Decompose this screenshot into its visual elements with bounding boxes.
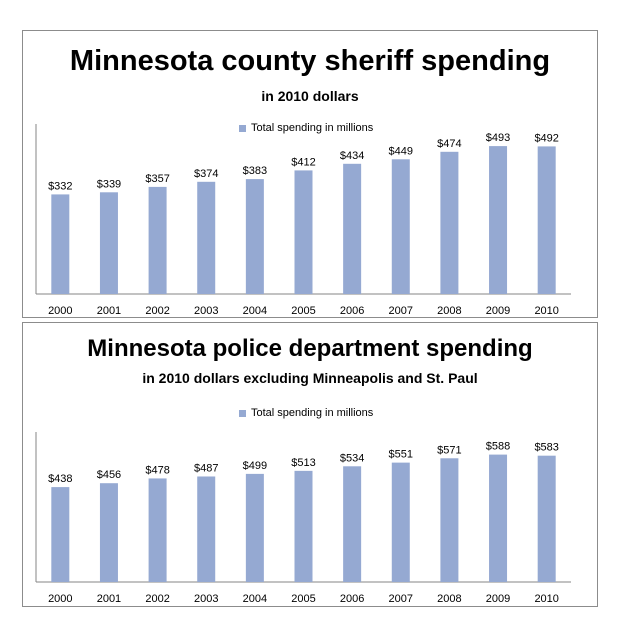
x-tick-2005: 2005 <box>291 593 315 605</box>
x-tick-2002: 2002 <box>145 305 169 317</box>
x-tick-2007: 2007 <box>389 305 413 317</box>
data-label-2008: $474 <box>437 138 461 150</box>
bar-2010 <box>537 146 556 294</box>
legend-swatch <box>239 124 246 132</box>
chart-title: Minnesota police department spending <box>87 335 533 362</box>
bar-2007 <box>391 462 410 582</box>
legend-label: Total spending in millions <box>251 407 374 419</box>
chart-subtitle: in 2010 dollars excluding Minneapolis an… <box>142 370 478 386</box>
x-tick-2006: 2006 <box>340 593 364 605</box>
chart-title: Minnesota county sheriff spending <box>69 45 551 77</box>
x-tick-2006: 2006 <box>340 305 364 317</box>
chart-subtitle: in 2010 dollars <box>261 88 359 104</box>
sheriff-chart-panel: Minnesota county sheriff spending in 201… <box>22 30 598 318</box>
bar-2003 <box>197 181 216 294</box>
police-bar-chart: $438 2000 $456 2001 $478 2002 $487 2003 $499 2004… <box>35 432 571 605</box>
bar-2008 <box>440 458 459 582</box>
data-label-2010: $492 <box>534 132 558 144</box>
data-label-2003: $487 <box>194 462 218 474</box>
data-label-2006: $434 <box>340 150 364 162</box>
data-label-2001: $456 <box>97 469 121 481</box>
bar-2006 <box>343 163 362 294</box>
bar-2002 <box>148 478 167 582</box>
data-label-2006: $534 <box>340 452 364 464</box>
bar-2005 <box>294 170 313 294</box>
sheriff-bar-chart: $332 2000 $339 2001 $357 2002 $374 2003 $383 2004… <box>35 124 571 317</box>
data-label-2004: $383 <box>243 165 267 177</box>
data-label-2008: $571 <box>437 444 461 456</box>
x-tick-2001: 2001 <box>97 593 121 605</box>
x-tick-2010: 2010 <box>534 305 558 317</box>
x-tick-2001: 2001 <box>97 305 121 317</box>
legend-label: Total spending in millions <box>251 122 374 134</box>
bar-2003 <box>197 476 216 582</box>
x-tick-2007: 2007 <box>389 593 413 605</box>
data-label-2000: $438 <box>48 473 72 485</box>
data-label-2004: $499 <box>243 460 267 472</box>
x-tick-2000: 2000 <box>48 593 72 605</box>
x-tick-2003: 2003 <box>194 305 218 317</box>
police-chart-panel: Minnesota police department spending in … <box>22 322 598 607</box>
data-label-2005: $513 <box>291 457 315 469</box>
data-label-2009: $588 <box>486 441 510 453</box>
x-tick-2005: 2005 <box>291 305 315 317</box>
data-label-2009: $493 <box>486 132 510 144</box>
x-tick-2004: 2004 <box>243 593 267 605</box>
bar-2009 <box>489 454 508 582</box>
x-tick-2004: 2004 <box>243 305 267 317</box>
data-label-2010: $583 <box>534 442 558 454</box>
data-label-2003: $374 <box>194 168 218 180</box>
x-tick-2008: 2008 <box>437 593 461 605</box>
data-label-2007: $551 <box>389 449 413 461</box>
data-label-2001: $339 <box>97 178 121 190</box>
bar-2010 <box>537 455 556 582</box>
bar-2005 <box>294 470 313 582</box>
data-label-2002: $478 <box>145 464 169 476</box>
bar-2006 <box>343 466 362 582</box>
bar-2001 <box>99 483 118 582</box>
data-label-2002: $357 <box>145 173 169 185</box>
bar-2004 <box>245 473 264 582</box>
x-tick-2010: 2010 <box>534 593 558 605</box>
bar-2002 <box>148 186 167 294</box>
data-label-2007: $449 <box>389 145 413 157</box>
x-tick-2009: 2009 <box>486 593 510 605</box>
bar-2000 <box>51 487 70 582</box>
chart-legend: Total spending in millions <box>239 407 373 419</box>
chart-legend: Total spending in millions <box>239 122 373 134</box>
bar-2000 <box>51 194 70 294</box>
x-tick-2000: 2000 <box>48 305 72 317</box>
data-label-2000: $332 <box>48 180 72 192</box>
x-tick-2008: 2008 <box>437 305 461 317</box>
x-tick-2003: 2003 <box>194 593 218 605</box>
bar-2008 <box>440 151 459 294</box>
bar-2004 <box>245 179 264 294</box>
bar-2007 <box>391 159 410 294</box>
bar-2001 <box>99 192 118 294</box>
data-label-2005: $412 <box>291 156 315 168</box>
bar-2009 <box>489 146 508 294</box>
x-tick-2002: 2002 <box>145 593 169 605</box>
legend-swatch <box>239 409 246 417</box>
x-tick-2009: 2009 <box>486 305 510 317</box>
